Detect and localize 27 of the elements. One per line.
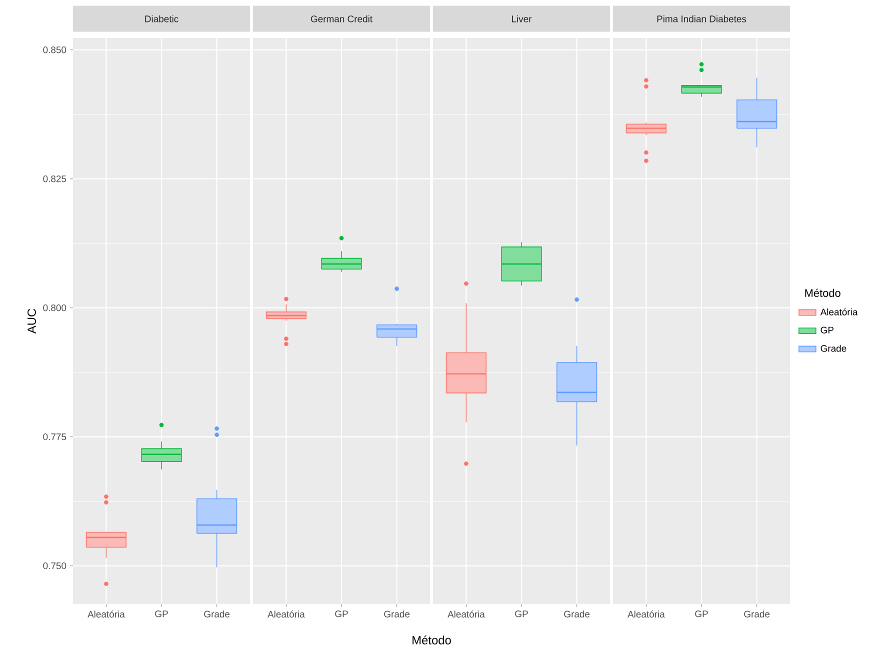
x-tick-label: Grade (384, 610, 410, 618)
chart-title: Pima Indian Diabetes (657, 15, 746, 22)
y-tick-label: 0.800 (43, 304, 66, 312)
x-tick-label: GP (335, 610, 348, 618)
x-tick-label: Aleatória (448, 610, 485, 618)
chart-title: Diabetic (145, 15, 178, 22)
x-tick-label: Aleatória (268, 610, 305, 618)
x-tick-label: GP (695, 610, 708, 618)
legend-label: Grade (820, 344, 846, 352)
legend-label: Aleatória (820, 308, 858, 316)
chart-title: German Credit (310, 15, 372, 22)
x-tick-label: GP (155, 610, 168, 618)
y-tick-label: 0.775 (43, 433, 66, 440)
y-tick-label: 0.850 (43, 46, 66, 54)
x-tick-label: Aleatória (628, 610, 665, 618)
y-tick-label: 0.825 (43, 175, 66, 182)
y-axis-title: AUC (28, 308, 36, 334)
y-tick-label: 0.750 (43, 562, 66, 570)
x-tick-label: Aleatória (88, 610, 125, 618)
legend-title: Método (805, 288, 840, 297)
x-tick-label: Grade (564, 610, 590, 618)
chart-title: Liver (512, 15, 532, 22)
x-axis-title: Método (412, 636, 451, 644)
x-tick-label: GP (515, 610, 528, 618)
legend-label: GP (820, 326, 834, 334)
x-tick-label: Grade (744, 610, 770, 618)
x-tick-label: Grade (204, 610, 230, 618)
